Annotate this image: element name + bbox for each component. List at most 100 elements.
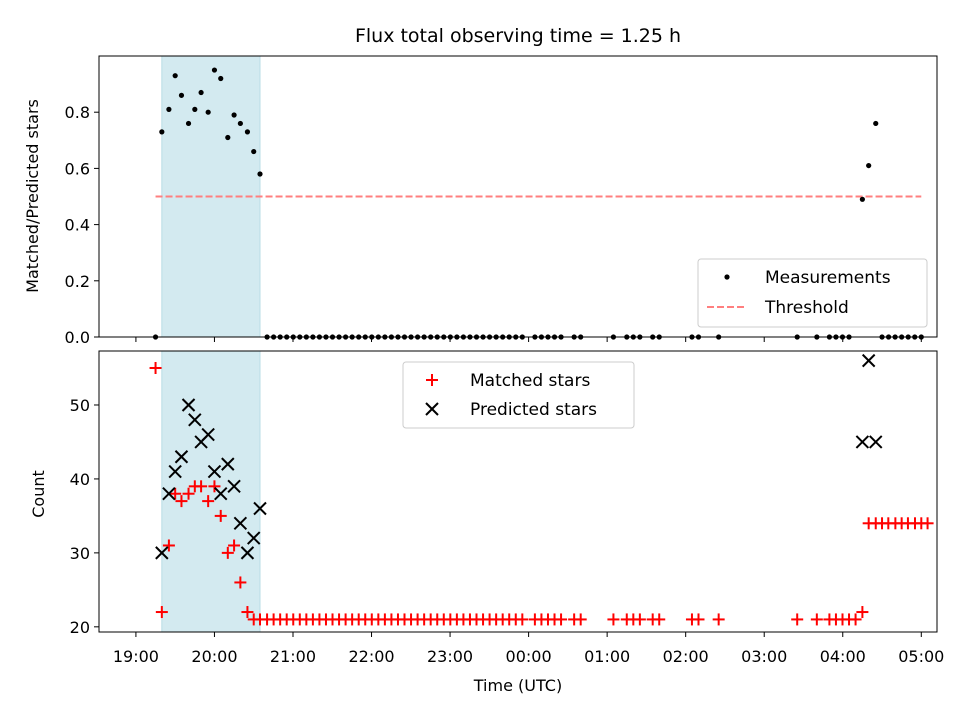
bottom-panel: 20 30 40 50 19:00 20:00 21:00 22:00 23:00 00:00 0… <box>29 350 944 695</box>
matched-star-point <box>849 613 862 626</box>
x-tick-label: 20:00 <box>191 647 237 666</box>
x-tick-label: 01:00 <box>584 647 630 666</box>
predicted-star-point <box>155 546 169 560</box>
top-y-tick-label: 0.4 <box>65 216 90 235</box>
predicted-star-point <box>162 487 176 501</box>
top-panel-frame <box>98 55 938 338</box>
top-y-tick-label: 0.2 <box>65 272 90 291</box>
matched-star-point <box>810 613 823 626</box>
predicted-star-point <box>861 353 876 368</box>
measurement-point <box>251 148 257 155</box>
measurement-point <box>166 106 172 112</box>
predicted-star-point <box>181 398 196 412</box>
legend-measurements-marker <box>724 274 730 280</box>
matched-star-point <box>791 613 804 626</box>
matched-star-point <box>653 613 666 626</box>
legend-measurements-label: Measurements <box>765 268 891 288</box>
predicted-star-point <box>201 427 215 442</box>
matched-star-point <box>692 613 705 626</box>
matched-star-point <box>162 539 175 552</box>
predicted-star-point <box>855 435 870 449</box>
x-tick-label: 05:00 <box>898 647 944 666</box>
x-axis-label: Time (UTC) <box>473 676 562 695</box>
matched-star-point <box>195 480 208 493</box>
measurement-point <box>237 120 243 127</box>
matched-star-point <box>208 480 221 493</box>
measurement-point <box>866 162 872 169</box>
top-y-tick-label: 0.8 <box>65 103 90 122</box>
x-tick-label: 19:00 <box>113 647 159 666</box>
measurement-point <box>159 129 165 135</box>
matched-star-point <box>921 517 934 530</box>
legend-matched-label: Matched stars <box>470 371 590 391</box>
bottom-legend-box <box>402 361 635 429</box>
measurement-point <box>859 196 865 202</box>
matched-star-point <box>202 495 215 508</box>
bottom-y-tick-label: 30 <box>70 544 90 563</box>
predicted-star-point <box>174 450 189 464</box>
legend-matched-marker <box>426 374 438 386</box>
predicted-star-point <box>207 464 222 479</box>
matched-star-point <box>712 613 725 626</box>
bottom-panel-frame <box>98 350 938 633</box>
x-tick-label: 00:00 <box>506 647 552 666</box>
top-y-tick-label: 0.6 <box>65 159 90 178</box>
top-y-axis-label: Matched/Predicted stars <box>23 99 42 293</box>
legend-predicted-label: Predicted stars <box>470 400 597 420</box>
matched-star-point <box>214 509 227 522</box>
matched-star-point <box>574 613 587 626</box>
measurement-point <box>218 75 224 82</box>
matched-star-point <box>221 546 234 559</box>
matched-star-point <box>182 487 195 500</box>
predicted-star-point <box>227 479 241 494</box>
x-tick-label: 02:00 <box>663 647 709 666</box>
measurement-point <box>244 129 251 135</box>
measurement-point <box>198 89 204 96</box>
bottom-y-tick-label: 20 <box>70 618 90 637</box>
predicted-star-point <box>869 435 883 449</box>
predicted-star-point <box>168 464 182 479</box>
matched-star-point <box>555 613 568 626</box>
matched-star-point <box>169 487 182 500</box>
measurement-point <box>178 92 185 98</box>
observing-window-shade <box>161 351 261 632</box>
x-tick-label: 21:00 <box>270 647 316 666</box>
predicted-star-point <box>247 531 261 545</box>
legend-predicted-marker <box>425 402 439 416</box>
matched-star-point <box>228 539 241 552</box>
top-legend-box <box>697 258 928 328</box>
predicted-star-point <box>188 413 202 427</box>
bottom-y-axis-label: Count <box>29 470 48 518</box>
measurement-point <box>257 171 263 177</box>
legend-threshold-label: Threshold <box>764 298 849 318</box>
predicted-star-point <box>233 516 248 531</box>
matched-star-point <box>175 495 188 508</box>
measurement-point <box>231 112 237 118</box>
predicted-star-point <box>253 501 267 516</box>
measurement-point <box>873 120 879 127</box>
matched-star-point <box>633 613 646 626</box>
top-panel: 0.00.20.40.60.8 Matched/Predicted stars … <box>23 55 938 347</box>
matched-star-point <box>241 606 254 619</box>
predicted-star-point <box>221 457 235 471</box>
top-legend: Measurements Threshold <box>697 258 928 328</box>
x-tick-label: 03:00 <box>741 647 787 666</box>
measurement-point <box>211 67 218 73</box>
x-tick-label: 04:00 <box>820 647 866 666</box>
matched-star-point <box>516 613 529 626</box>
matched-star-point <box>607 613 620 626</box>
x-tick-label: 23:00 <box>427 647 473 666</box>
bottom-y-tick-label: 50 <box>70 396 90 415</box>
measurement-point <box>185 120 192 127</box>
chart-title: Flux total observing time = 1.25 h <box>355 25 681 47</box>
matched-star-point <box>149 362 162 375</box>
measurement-point <box>225 134 231 141</box>
predicted-star-point <box>240 546 255 560</box>
x-tick-label: 22:00 <box>348 647 394 666</box>
matched-star-point <box>155 606 168 619</box>
top-y-tick-label: 0.0 <box>65 328 90 347</box>
matched-star-point <box>856 606 869 619</box>
predicted-star-point <box>214 487 228 501</box>
measurement-point <box>192 106 198 112</box>
